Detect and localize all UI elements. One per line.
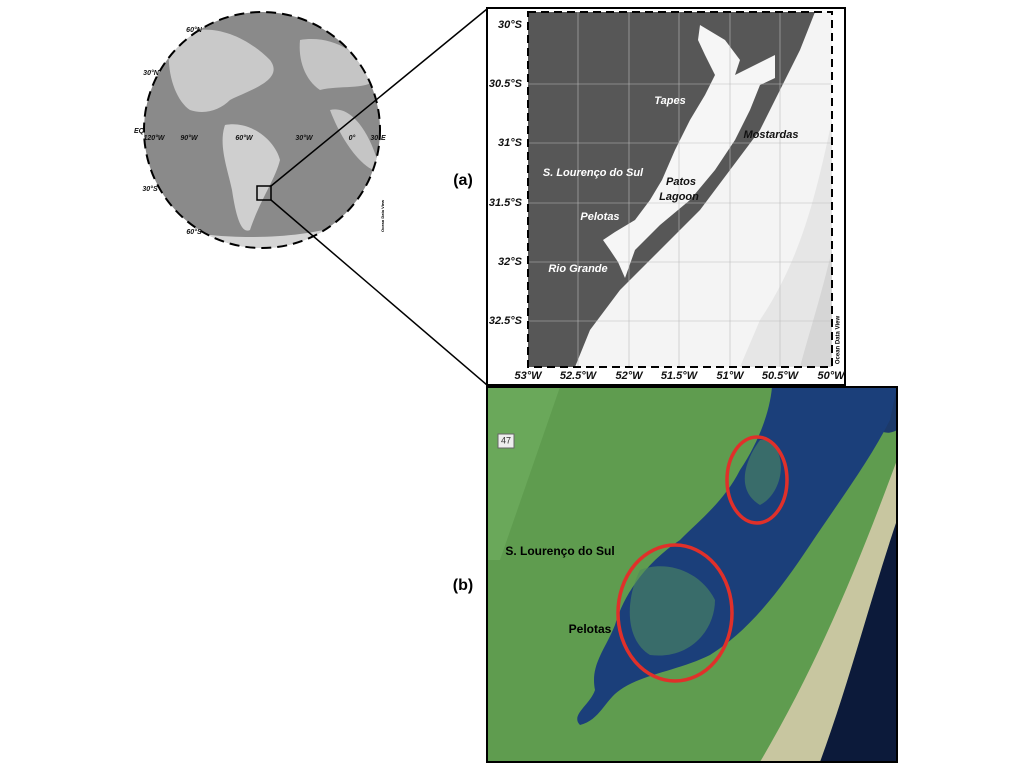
lon-label: 51°W: [716, 370, 745, 382]
road-sign: 47: [501, 435, 511, 445]
lon-label: 52.5°W: [560, 370, 598, 382]
lat-label: 30.5°S: [489, 78, 523, 90]
lat-label: EQ: [134, 128, 145, 135]
lat-label: 60°S: [186, 228, 202, 236]
lon-label: 50°W: [817, 370, 846, 382]
lat-label: 31°S: [498, 137, 523, 149]
lat-label: 30°S: [498, 19, 523, 31]
place-label: Pelotas: [580, 211, 619, 223]
credit: Ocean Data View: [380, 199, 385, 232]
place-label: Rio Grande: [548, 263, 607, 275]
lon-label: 120°W: [143, 134, 165, 142]
panel-b: 47 S. Lourenço do Sul Pelotas: [486, 386, 898, 763]
lagoon-label: Lagoon: [659, 191, 699, 203]
place-label: Pelotas: [569, 622, 612, 636]
place-label: S. Lourenço do Sul: [543, 167, 644, 179]
lon-label: 53°W: [514, 370, 543, 382]
place-label: S. Lourenço do Sul: [505, 544, 614, 558]
lat-label: 60°N: [186, 26, 203, 34]
lon-label: 52°W: [615, 370, 644, 382]
panel-label: (b): [453, 577, 473, 594]
panel-a: 30°S 30.5°S 31°S 31.5°S 32°S 32.5°S 53°W…: [486, 7, 846, 386]
panel-label: (a): [453, 172, 473, 189]
place-label: Tapes: [654, 95, 685, 107]
lat-label: 32°S: [498, 256, 523, 268]
lon-label: 30°E: [370, 134, 386, 142]
lagoon-label: Patos: [666, 176, 696, 188]
lon-label: 30°W: [295, 134, 314, 142]
lon-label: 60°W: [235, 134, 254, 142]
lat-label: 30°N: [143, 69, 160, 77]
credit: Ocean Data View: [836, 316, 842, 365]
lat-label: 32.5°S: [489, 315, 523, 327]
lon-label: 50.5°W: [762, 370, 800, 382]
lon-label: 0°: [349, 134, 356, 142]
lat-label: 30°S: [142, 185, 158, 193]
lon-label: 51.5°W: [661, 370, 699, 382]
lat-label: 31.5°S: [489, 197, 523, 209]
lon-label: 90°W: [180, 134, 199, 142]
globe: 60°N 30°N EQ 30°S 60°S 120°W 90°W 60°W 3…: [134, 11, 386, 249]
place-label: Mostardas: [743, 129, 798, 141]
